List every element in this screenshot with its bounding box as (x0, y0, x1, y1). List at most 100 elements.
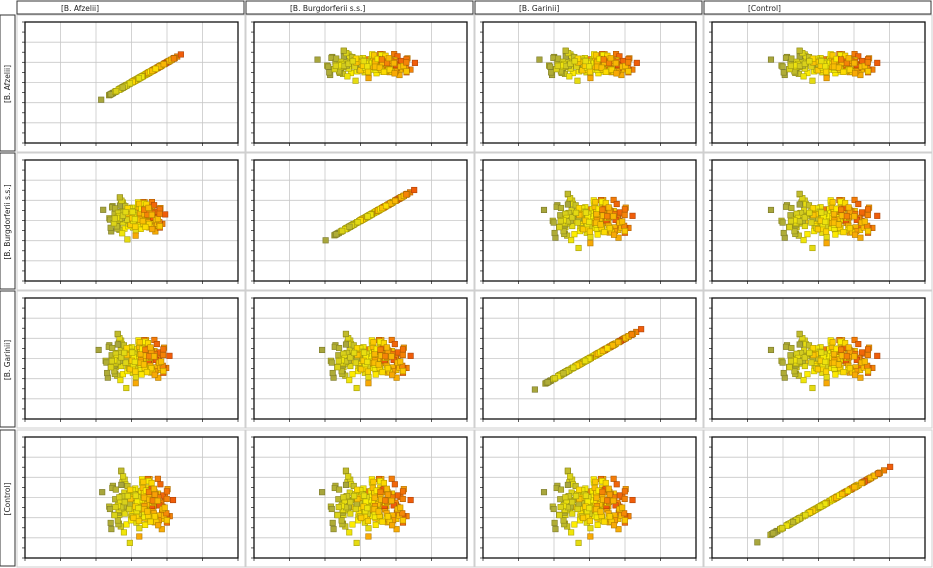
scatter-point (555, 55, 562, 62)
scatter-point (389, 371, 396, 378)
scatter-point (365, 525, 372, 532)
scatter-point (399, 488, 407, 495)
scatter-point (851, 231, 859, 238)
scatter-point (556, 512, 563, 519)
scatter-point (347, 354, 354, 361)
scatter-point (783, 203, 790, 210)
scatter-point (786, 364, 793, 371)
scatter-point (163, 495, 170, 503)
scatter-point (358, 366, 365, 373)
scatter-point (638, 326, 645, 333)
scatter-point (554, 62, 561, 69)
scatter-point (136, 339, 143, 346)
scatter-point (818, 58, 825, 65)
scatter-point (851, 484, 858, 491)
column-header-label: [Control] (748, 4, 781, 13)
scatter-point (152, 65, 159, 72)
scatter-point (864, 211, 871, 219)
scatter-point (116, 194, 123, 201)
plot-frame (711, 21, 926, 144)
scatter-point (791, 228, 798, 235)
scatter-point (572, 209, 580, 216)
scatter-point (835, 221, 842, 228)
plot-frame (482, 159, 697, 282)
plot-frame (253, 159, 468, 282)
scatter-point (790, 518, 797, 526)
scatter-point (382, 353, 389, 360)
scatter-point (809, 345, 817, 352)
scatter-point (823, 233, 830, 241)
scatter-point (160, 352, 167, 359)
scatter-point (365, 75, 372, 82)
scatter-point (858, 480, 865, 487)
scatter-point (329, 519, 336, 526)
scatter-point (593, 494, 600, 501)
scatter-point (364, 517, 372, 525)
column-header-box (474, 0, 703, 15)
scatter-point (615, 339, 622, 346)
scatter-point (380, 68, 388, 75)
scatter-points (767, 47, 881, 84)
scatter-point (619, 218, 626, 225)
scatter-point (838, 352, 845, 359)
scatter-panel (480, 297, 697, 422)
scatter-point (124, 492, 131, 500)
scatter-point (564, 467, 571, 474)
scatter-point (823, 75, 830, 82)
scatter-point (388, 497, 395, 504)
scatter-point (582, 58, 589, 65)
scatter-point (161, 504, 168, 511)
scatter-point (788, 55, 795, 62)
scatter-point (386, 66, 393, 73)
scatter-panel (251, 436, 468, 561)
scatter-point (601, 518, 608, 525)
scatter-panel (251, 21, 468, 146)
scatter-point (151, 371, 158, 378)
scatter-point (562, 47, 569, 54)
scatter-point (605, 204, 612, 211)
scatter-point (607, 55, 614, 62)
scatter-point (114, 330, 121, 337)
scatter-point (604, 213, 611, 220)
scatter-point (335, 496, 342, 503)
scatter-point (598, 64, 605, 71)
scatter-points (767, 330, 881, 392)
scatter-point (407, 352, 414, 359)
scatter-point (111, 368, 118, 375)
scatter-point (132, 232, 139, 239)
scatter-point (338, 368, 345, 375)
scatter-point (121, 510, 128, 517)
scatter-point (586, 68, 593, 75)
scatter-point (151, 353, 158, 360)
scatter-point (572, 482, 579, 490)
scatter-panel (251, 159, 468, 284)
scatter-point (840, 369, 847, 376)
scatter-point (802, 511, 809, 519)
scatter-point (796, 218, 803, 225)
scatter-point (145, 488, 152, 495)
scatter-point (564, 481, 571, 488)
scatter-point (135, 505, 142, 512)
scatter-panel (22, 21, 239, 146)
scatter-point (399, 352, 406, 359)
scatter-point (347, 510, 354, 517)
scatter-point (340, 494, 347, 501)
scatter-panel (709, 159, 926, 284)
scatter-point (360, 492, 368, 499)
scatter-point (857, 234, 864, 241)
scatter-point (625, 68, 632, 75)
scatter-point (370, 339, 377, 346)
scatter-point (843, 353, 850, 360)
scatter-point (822, 358, 829, 365)
scatter-point (612, 60, 619, 67)
scatter-point (335, 352, 342, 359)
scatter-point (147, 518, 154, 525)
scatter-point (132, 373, 139, 381)
scatter-point (148, 479, 155, 487)
scatter-point (146, 353, 153, 360)
scatter-point (839, 491, 846, 498)
plot-frame (711, 297, 926, 420)
scatter-point (864, 59, 871, 66)
scatter-point (364, 68, 372, 75)
